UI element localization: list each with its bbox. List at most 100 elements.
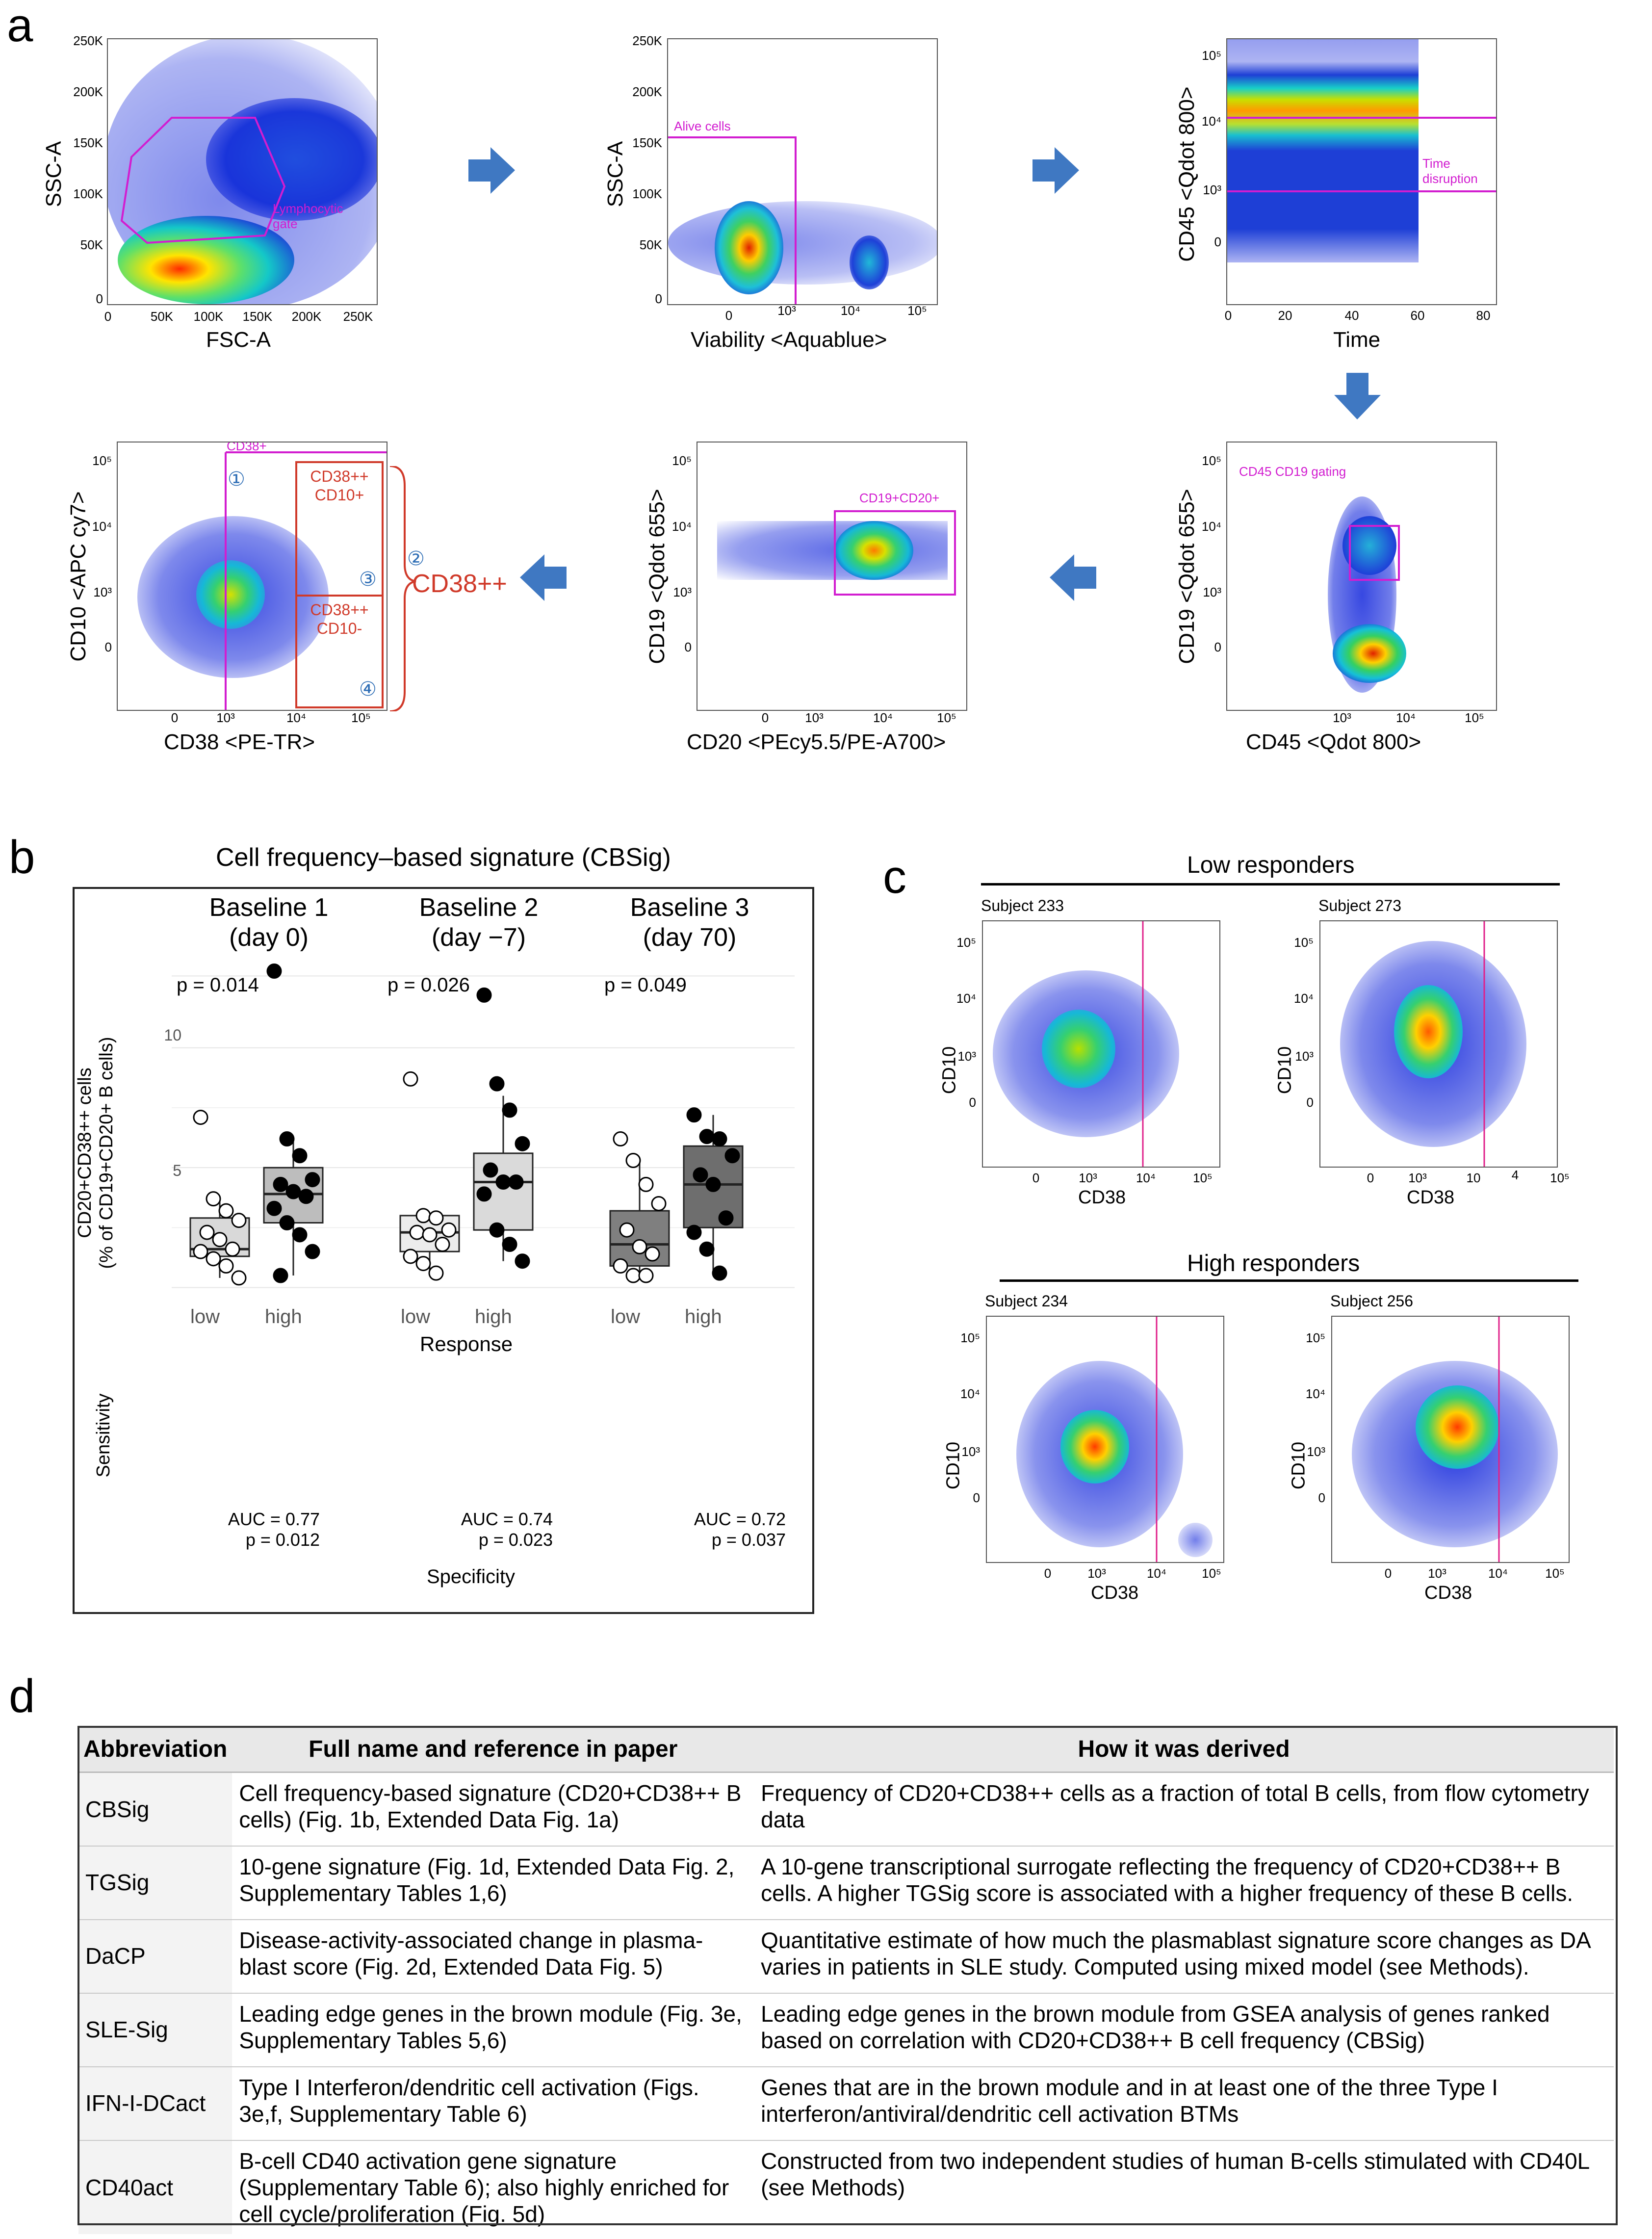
- data-point: [489, 1222, 505, 1238]
- tick: 10⁴: [1488, 1566, 1508, 1581]
- data-point: [409, 1224, 425, 1240]
- group-high-2: high: [475, 1306, 512, 1328]
- brace-icon: [389, 466, 416, 711]
- header-full-name: Full name and reference in paper: [232, 1727, 754, 1773]
- tick: 40: [1344, 308, 1359, 323]
- tick: 10³: [1079, 1171, 1097, 1185]
- data-point: [638, 1268, 654, 1283]
- cell-derived: Frequency of CD20+CD38++ cells as a frac…: [754, 1771, 1614, 1846]
- gate-label: CD19+CD20+: [859, 491, 940, 505]
- circle-number-3: ③: [359, 569, 377, 590]
- group-low-1: low: [190, 1306, 220, 1328]
- tick: 100K: [193, 309, 224, 324]
- tick: 0: [655, 291, 662, 306]
- tick: 10⁵: [1550, 1171, 1570, 1185]
- tick: 0: [1032, 1171, 1040, 1185]
- data-point: [693, 1167, 708, 1183]
- tick: 10³: [1203, 585, 1221, 599]
- data-point: [489, 1076, 505, 1092]
- table-row: TGSig 10-gene signature (Fig. 1d, Extend…: [78, 1845, 1614, 1920]
- tick: 10⁴: [671, 519, 692, 534]
- tick: 10³: [1203, 182, 1221, 197]
- data-point: [415, 1208, 431, 1224]
- data-point: [428, 1210, 444, 1226]
- tick: 50K: [150, 309, 174, 324]
- data-point: [273, 1176, 288, 1192]
- data-point: [422, 1227, 438, 1243]
- cell-full: Cell frequency-based signature (CD20+CD3…: [232, 1771, 754, 1846]
- table-row: SLE-Sig Leading edge genes in the brown …: [78, 1992, 1614, 2067]
- data-point: [705, 1176, 721, 1192]
- data-point: [305, 1244, 320, 1259]
- tick: 10³: [216, 710, 235, 725]
- tick: 60: [1410, 308, 1425, 323]
- tick: 10⁴: [1395, 710, 1416, 725]
- panel-letter-a: a: [7, 0, 33, 52]
- table-row: CBSig Cell frequency-based signature (CD…: [78, 1771, 1614, 1846]
- data-point: [699, 1129, 715, 1145]
- tick: 10⁵: [1202, 1566, 1221, 1581]
- arrow-right-icon: [468, 147, 515, 196]
- data-point: [712, 1131, 727, 1147]
- data-point: [266, 1200, 282, 1216]
- cell-full: Leading edge genes in the brown module (…: [232, 1992, 754, 2067]
- cell-abbr: DaCP: [78, 1919, 232, 1993]
- baseline-day: (day 0): [229, 923, 309, 952]
- plot-area: [986, 1316, 1224, 1563]
- gate-label: Time disruption: [1422, 156, 1478, 186]
- gate-label: Lymphocytic gate: [273, 201, 343, 231]
- data-point: [515, 1253, 530, 1269]
- y-axis-label: CD10: [1274, 1046, 1295, 1094]
- group-high-1: high: [265, 1306, 302, 1328]
- tick: 10³: [961, 1444, 980, 1459]
- tick: 250K: [632, 33, 662, 48]
- plot-area: CD19+CD20+: [697, 442, 967, 711]
- tick: 250K: [73, 33, 103, 48]
- tick: 0: [1214, 234, 1221, 249]
- plot-area: [1319, 920, 1558, 1168]
- tick: 10⁵: [1202, 453, 1221, 468]
- cell-abbr: CBSig: [78, 1771, 232, 1846]
- gate-label: Alive cells: [674, 119, 731, 133]
- panel-letter-b: b: [9, 831, 35, 884]
- data-point: [206, 1191, 221, 1207]
- data-point: [231, 1213, 247, 1228]
- tick: 10⁴: [1305, 1386, 1325, 1401]
- data-point: [231, 1270, 247, 1286]
- baseline-day: (day 70): [643, 923, 737, 952]
- cell-abbr: IFN-I-DCact: [78, 2066, 232, 2140]
- baseline-day: (day −7): [431, 923, 526, 952]
- tick: 200K: [632, 84, 662, 99]
- data-point: [218, 1258, 234, 1274]
- gate-label-cd10neg: CD38++ CD10-: [310, 601, 369, 638]
- tick: 0: [761, 710, 769, 725]
- cell-full: B-cell CD40 activation gene signature (S…: [232, 2139, 754, 2235]
- data-point: [724, 1148, 740, 1164]
- cell-derived: Leading edge genes in the brown module f…: [754, 1992, 1614, 2067]
- data-point: [193, 1110, 208, 1125]
- tick: 10³: [1307, 1444, 1325, 1459]
- data-point: [415, 1256, 431, 1272]
- tick: 10⁵: [1202, 48, 1221, 63]
- tick: 80: [1476, 308, 1491, 323]
- data-point: [279, 1215, 295, 1231]
- low-responders-title: Low responders: [1187, 852, 1355, 878]
- x-axis-label: CD45 <Qdot 800>: [1246, 730, 1421, 754]
- tick: 250K: [343, 309, 373, 324]
- tick: 10: [1466, 1171, 1481, 1185]
- data-point: [428, 1265, 444, 1281]
- circle-number-1: ①: [228, 469, 245, 490]
- high-responders-rule: [1000, 1279, 1578, 1282]
- tick: 10⁵: [907, 303, 927, 318]
- tick: 20: [1278, 308, 1292, 323]
- data-point: [206, 1251, 221, 1267]
- tick: 50K: [639, 237, 662, 252]
- table-row: CD40act B-cell CD40 activation gene sign…: [78, 2139, 1614, 2235]
- tick: 10³: [957, 1049, 976, 1064]
- data-point: [298, 1189, 314, 1204]
- tick: 10⁵: [1306, 1330, 1325, 1345]
- baseline-name: Baseline 2: [419, 893, 539, 922]
- tick: 0: [725, 308, 733, 323]
- tick: 10⁵: [956, 935, 976, 950]
- data-point: [212, 1232, 228, 1248]
